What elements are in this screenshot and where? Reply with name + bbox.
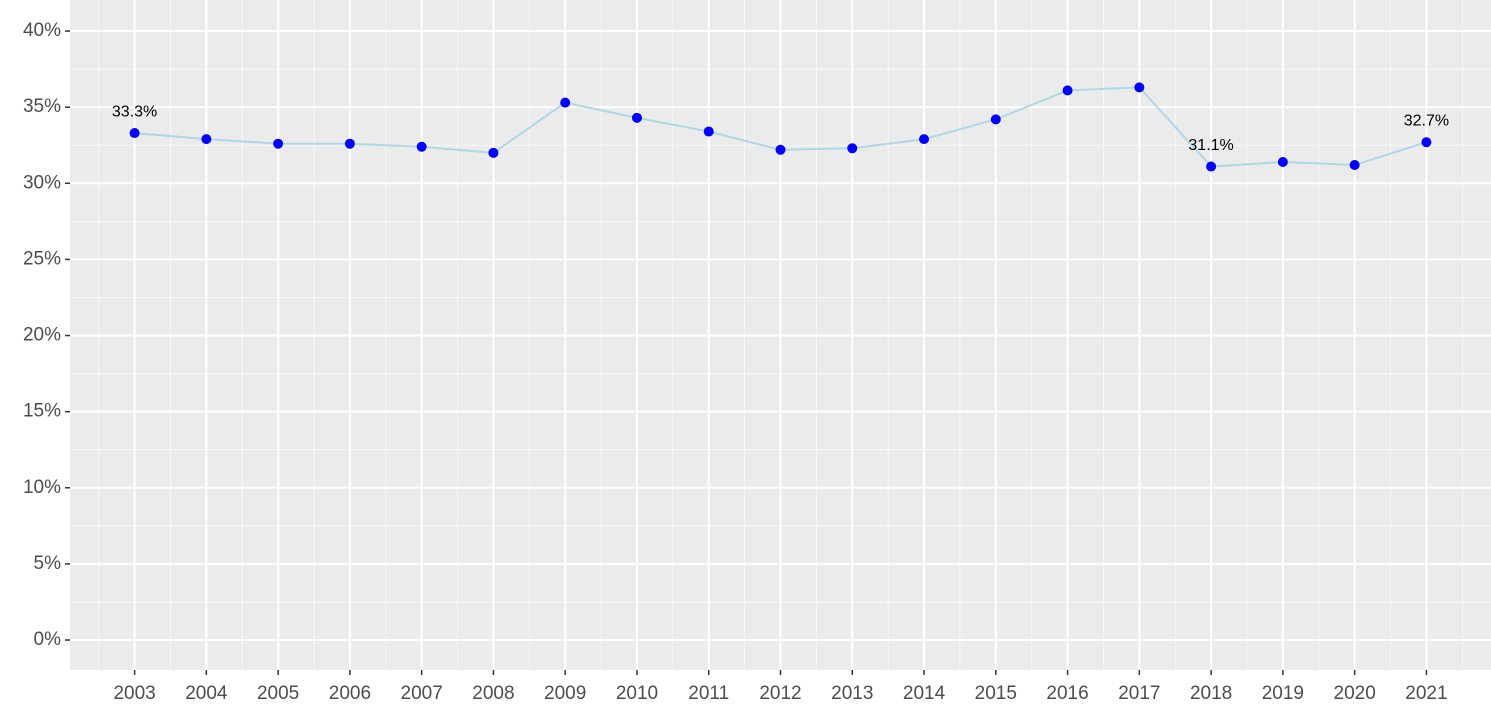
y-tick-label: 30% (23, 172, 61, 193)
x-tick-label: 2004 (185, 683, 228, 704)
data-point (847, 143, 858, 154)
x-tick-label: 2020 (1334, 683, 1376, 704)
data-label: 32.7% (1404, 112, 1449, 129)
data-point (631, 112, 642, 123)
data-point (201, 134, 212, 145)
data-label: 31.1% (1188, 137, 1233, 154)
data-point (1277, 156, 1288, 167)
x-tick-label: 2013 (831, 683, 873, 704)
x-tick-label: 2021 (1405, 683, 1447, 704)
x-tick-label: 2008 (472, 683, 514, 704)
y-tick-label: 15% (23, 401, 61, 422)
y-tick-label: 20% (23, 325, 61, 346)
x-tick-label: 2009 (544, 683, 586, 704)
data-point (560, 97, 571, 108)
y-tick-label: 10% (23, 477, 61, 498)
x-tick-label: 2019 (1262, 683, 1304, 704)
x-tick-label: 2010 (616, 683, 658, 704)
data-point (1206, 161, 1217, 172)
data-label: 33.3% (112, 103, 157, 120)
x-tick-label: 2003 (113, 683, 155, 704)
y-tick-label: 0% (34, 629, 62, 650)
data-point (919, 134, 930, 145)
data-point (1421, 137, 1432, 148)
data-point (416, 141, 427, 152)
x-tick-label: 2007 (401, 683, 443, 704)
data-point (344, 138, 355, 149)
y-tick-label: 5% (34, 553, 62, 574)
x-tick-label: 2014 (903, 683, 946, 704)
data-point (990, 114, 1001, 125)
x-tick-label: 2011 (688, 683, 729, 704)
x-tick-label: 2018 (1190, 683, 1232, 704)
x-tick-label: 2015 (975, 683, 1017, 704)
y-tick-label: 35% (23, 96, 61, 117)
x-tick-label: 2005 (257, 683, 299, 704)
data-point (775, 144, 786, 155)
x-tick-label: 2012 (759, 683, 801, 704)
data-point (1134, 82, 1145, 93)
data-point (129, 128, 140, 139)
data-point (488, 147, 499, 158)
x-tick-label: 2016 (1046, 683, 1088, 704)
data-point (273, 138, 284, 149)
y-tick-label: 40% (23, 20, 61, 41)
x-tick-label: 2006 (329, 683, 371, 704)
x-tick-label: 2017 (1118, 683, 1160, 704)
data-point (1062, 85, 1073, 96)
data-point (703, 126, 714, 137)
data-point (1349, 160, 1360, 171)
y-tick-label: 25% (23, 248, 61, 269)
